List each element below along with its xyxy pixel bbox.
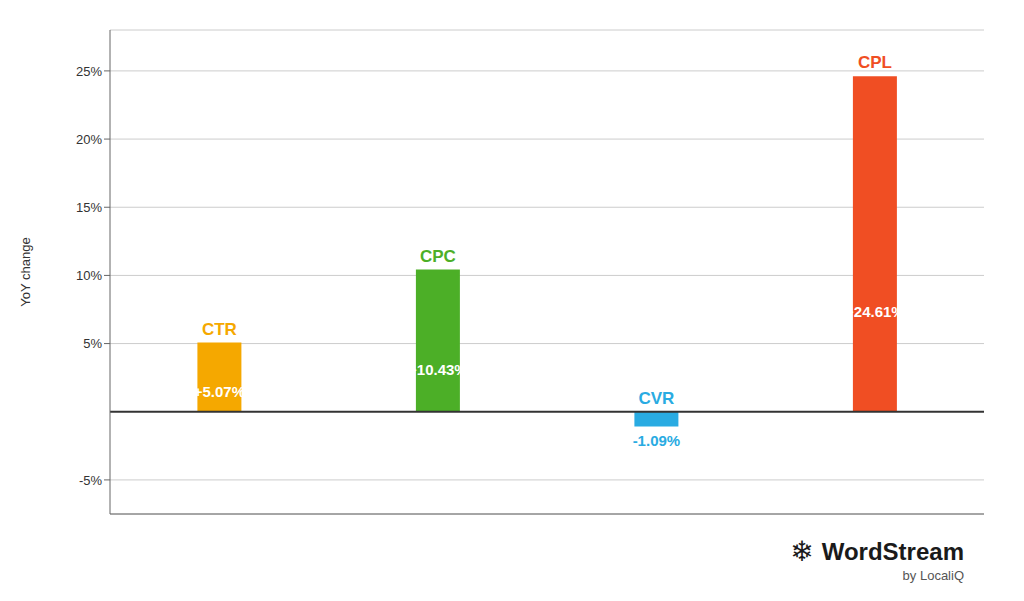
svg-text:YoY change: YoY change (18, 237, 33, 306)
svg-text:-5%: -5% (79, 473, 103, 488)
svg-text:20%: 20% (76, 132, 102, 147)
html-text:by LocaliQ: by LocaliQ (902, 568, 964, 583)
svg-text:-1.09%: -1.09% (633, 432, 681, 449)
svg-text:+10.43%: +10.43% (408, 361, 468, 378)
svg-text:+24.61%: +24.61% (845, 303, 905, 320)
html-text:❄ WordStream: ❄ WordStream (790, 535, 964, 568)
svg-text:CPL: CPL (858, 53, 892, 72)
svg-text:CVR: CVR (638, 389, 674, 408)
svg-text:CTR: CTR (202, 320, 237, 339)
svg-text:CPC: CPC (420, 247, 456, 266)
svg-text:10%: 10% (76, 268, 102, 283)
svg-text:+5.07%: +5.07% (194, 383, 245, 400)
svg-text:25%: 25% (76, 64, 102, 79)
svg-text:5%: 5% (83, 336, 102, 351)
svg-text:15%: 15% (76, 200, 102, 215)
